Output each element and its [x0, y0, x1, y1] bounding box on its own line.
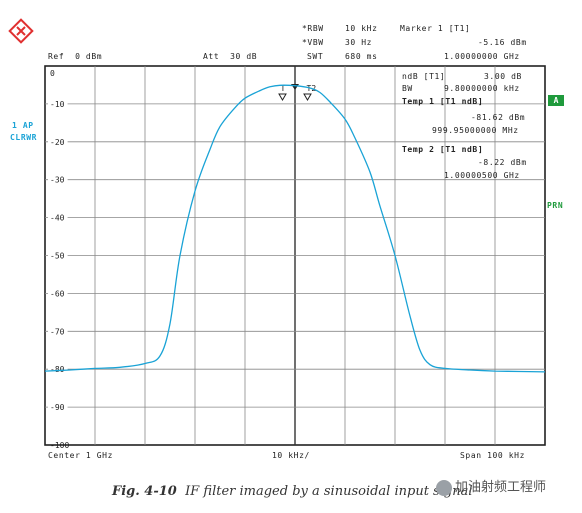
y-tick-label-bg [48, 288, 68, 298]
y-tick-label: -90 [50, 403, 65, 412]
marker-title: Marker 1 [T1] [400, 24, 471, 33]
watermark: 加油射频工程师 [436, 476, 546, 496]
y-tick-label-bg [48, 326, 68, 336]
y-tick-label: -40 [50, 214, 65, 223]
y-tick-label-bg [48, 402, 68, 412]
temp1-level: -81.62 dBm [471, 113, 526, 122]
center-freq-label: Center 1 GHz [48, 451, 113, 460]
wechat-icon [436, 479, 452, 496]
temp-marker-triangle [303, 93, 312, 101]
y-tick-label: -30 [50, 176, 65, 185]
watermark-text: 加油射频工程师 [455, 480, 547, 495]
att-label: Att 30 dB [203, 52, 258, 61]
prn-label: PRN [547, 201, 564, 210]
y-tick-label-bg [48, 136, 68, 146]
trace-line [44, 84, 546, 373]
grid [44, 65, 546, 446]
figure-number: Fig. 4-10 [112, 484, 177, 499]
figure-caption: Fig. 4-10 IF filter imaged by a sinusoid… [112, 484, 472, 499]
y-tick-label-bg [48, 364, 68, 374]
y-tick-label-bg [48, 98, 68, 108]
bw-label: BW [402, 84, 413, 93]
swt-value: 680 ms [345, 52, 378, 61]
temp-marker-triangle [278, 93, 287, 101]
rs-logo-icon [8, 18, 34, 44]
trace-mode: CLRWR [10, 133, 38, 142]
rbw-label: *RBW [302, 24, 324, 33]
y-tick-label: -80 [50, 365, 65, 374]
trace-series [44, 84, 546, 373]
y-tick-label: -50 [50, 252, 65, 261]
temp2-title: Temp 2 [T1 ndB] [402, 145, 484, 154]
y-tick-label: 0 [50, 69, 55, 78]
a-badge: A [548, 95, 564, 106]
ref-label: Ref 0 dBm [48, 52, 103, 61]
span-label: Span 100 kHz [460, 451, 525, 460]
y-tick-label: -100 [50, 441, 69, 450]
bw-value: 9.80000000 kHz [444, 84, 520, 93]
trace-label: 1 AP [12, 121, 34, 130]
vbw-value: 30 Hz [345, 38, 373, 47]
temp1-freq: 999.95000000 MHz [432, 126, 519, 135]
y-tick-label: -70 [50, 327, 65, 336]
marker-freq: 1.00000000 GHz [444, 52, 520, 61]
temp2-level: -8.22 dBm [478, 158, 527, 167]
vbw-label: *VBW [302, 38, 324, 47]
ndb-value: 3.00 dB [484, 72, 522, 81]
y-tick-label: -10 [50, 100, 65, 109]
y-tick-label-bg [48, 212, 68, 222]
y-tick-label-bg [48, 250, 68, 260]
marker-level: -5.16 dBm [478, 38, 527, 47]
y-tick-label-bg [48, 174, 68, 184]
y-tick-label: -20 [50, 138, 65, 147]
rbw-value: 10 kHz [345, 24, 378, 33]
temp-marker-label: T [281, 84, 286, 93]
y-tick-label: -60 [50, 289, 65, 298]
swt-label: SWT [307, 52, 324, 61]
y-tick-labels: 0 -10 -20 -30 -40 -50 -60 -70 -80 -90 -100 [48, 69, 69, 450]
temp1-title: Temp 1 [T1 ndB] [402, 97, 484, 106]
ndb-label: ndB [T1] [402, 72, 446, 81]
div-label: 10 kHz/ [272, 451, 310, 460]
temp2-freq: 1.00000500 GHz [444, 171, 520, 180]
figure-caption-text: IF filter imaged by a sinusoidal input s… [185, 484, 473, 499]
